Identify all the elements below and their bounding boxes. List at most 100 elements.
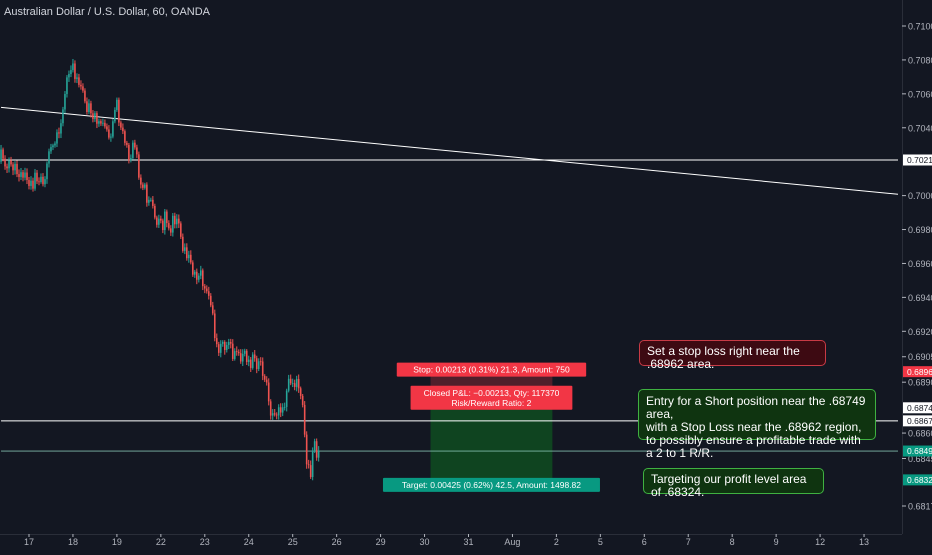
price-tick-label: 0.69600 <box>908 259 932 269</box>
candle-down <box>255 358 258 369</box>
candle-down <box>86 101 88 112</box>
candle-down <box>207 291 210 296</box>
price-highlight-text: 0.68324 <box>907 475 932 485</box>
candle-down <box>205 288 208 292</box>
time-tick-label: 30 <box>420 537 430 547</box>
candle-down <box>192 262 194 275</box>
candle-up <box>70 70 72 74</box>
target-label-bg <box>382 477 600 492</box>
candle-up <box>54 143 56 146</box>
candle-up <box>76 77 78 79</box>
price-tick-label: 0.70000 <box>908 191 932 201</box>
candle-up <box>243 350 246 354</box>
candle-down <box>104 122 106 127</box>
time-tick-label: 6 <box>642 537 647 547</box>
candle-down <box>259 361 262 363</box>
time-tick-label: 8 <box>730 537 735 547</box>
time-tick-label: 12 <box>815 537 825 547</box>
target-label[interactable]: Target: 0.00425 (0.62%) 42.5, Amount: 14… <box>382 477 600 492</box>
candle-up <box>60 123 62 134</box>
candle-up <box>72 63 74 71</box>
price-highlight-text: 0.68494 <box>907 446 932 456</box>
price-highlight-text: 0.68962 <box>907 367 932 377</box>
price-tick-label: 0.68170 <box>908 502 932 512</box>
candle-up <box>50 147 52 152</box>
candle-down <box>178 218 180 224</box>
candle-down <box>162 220 164 231</box>
candle-up <box>311 450 314 477</box>
pnl-label-bg <box>410 385 573 410</box>
candle-down <box>92 113 94 119</box>
candle-down <box>237 351 240 354</box>
price-tick-label: 0.69050 <box>908 352 932 362</box>
candle-up <box>88 103 90 112</box>
candle-down <box>10 160 12 165</box>
candle-down <box>182 236 184 251</box>
price-highlight-label: 0.68324 <box>903 474 932 486</box>
stop-loss-note-text: Set a stop loss right near the .68962 ar… <box>647 344 800 371</box>
time-tick-label: Aug <box>504 537 520 547</box>
candle-up <box>241 353 244 362</box>
candle-up <box>8 160 10 169</box>
candle-down <box>273 413 276 415</box>
candle-down <box>301 395 304 405</box>
candle-down <box>12 164 14 171</box>
grid-layer <box>0 0 903 535</box>
price-tick-label: 0.70800 <box>908 55 932 65</box>
price-highlight-bg <box>903 474 932 486</box>
candle-up <box>164 211 166 231</box>
candle-up <box>144 184 146 188</box>
candle-up <box>198 275 200 280</box>
candle-down <box>32 180 34 189</box>
candle-down <box>190 254 192 263</box>
entry-note-line-2: with a Stop Loss near the .68962 region, <box>646 420 862 434</box>
stop-label[interactable]: Stop: 0.00213 (0.31%) 21.3, Amount: 750 <box>396 362 587 377</box>
candle-up <box>251 354 254 368</box>
candle-up <box>158 218 160 225</box>
candle-up <box>30 180 32 186</box>
entry-note[interactable]: Entry for a Short position near the .687… <box>638 389 876 460</box>
candle-up <box>94 113 96 119</box>
candle-down <box>309 465 312 477</box>
target-note-text: Targeting our profit level area of .6832… <box>651 472 807 499</box>
candle-down <box>168 223 170 229</box>
candle-up <box>110 136 112 138</box>
candle-down <box>217 344 220 353</box>
candle-down <box>174 215 176 225</box>
pnl-label[interactable]: Closed P&L: −0.00213, Qty: 117370Risk/Re… <box>410 385 573 410</box>
candle-down <box>38 181 40 183</box>
time-tick-label: 9 <box>774 537 779 547</box>
candle-down <box>263 375 266 380</box>
price-highlight-label: 0.68672 <box>903 415 932 427</box>
time-tick-label: 31 <box>463 537 473 547</box>
descending-trendline[interactable] <box>0 106 899 195</box>
candle-up <box>285 390 288 407</box>
time-tick-label: 18 <box>68 537 78 547</box>
candle-up <box>48 151 50 164</box>
price-highlight-label: 0.68962 <box>903 366 932 378</box>
candle-down <box>152 199 154 206</box>
stop-loss-note[interactable]: Set a stop loss right near the .68962 ar… <box>639 340 826 371</box>
candle-up <box>0 149 2 162</box>
candle-up <box>64 94 66 110</box>
candles-layer <box>0 58 320 481</box>
price-highlight-bg <box>903 366 932 378</box>
candle-down <box>108 129 110 138</box>
candle-up <box>247 359 250 362</box>
candle-up <box>225 345 228 350</box>
candle-up <box>130 157 132 161</box>
target-zone[interactable] <box>430 407 553 480</box>
candle-up <box>281 407 284 413</box>
target-note[interactable]: Targeting our profit level area of .6832… <box>643 468 824 499</box>
candle-down <box>315 441 318 458</box>
candle-down <box>293 383 296 387</box>
candle-up <box>233 351 236 359</box>
entry-note-line-1: Entry for a Short position near the .687… <box>646 394 866 421</box>
price-highlight-text: 0.68672 <box>907 416 932 426</box>
candle-down <box>239 353 242 362</box>
price-highlight-bg <box>903 415 932 427</box>
candle-down <box>156 217 158 225</box>
